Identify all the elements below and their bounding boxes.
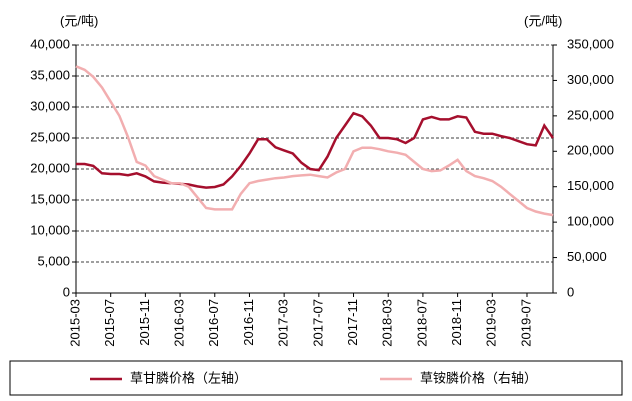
x-tick-label: 2016-03 [172,299,187,347]
x-tick-label: 2017-03 [276,299,291,347]
y2-tick-label: 300,000 [567,72,614,87]
series-line [76,111,555,189]
series-line [75,65,554,217]
legend-box [9,360,623,396]
y-tick-label: 0 [63,284,70,299]
x-tick-label: 2017-11 [345,299,360,346]
y2-tick-label: 50,000 [567,249,607,264]
y-tick-label: 40,000 [30,36,70,51]
x-tick-label: 2015-11 [137,299,152,346]
y2-tick-label: 350,000 [567,36,614,51]
y2-unit: (元/吨) [524,13,562,28]
y-tick-label: 35,000 [30,67,70,82]
x-tick-label: 2019-03 [484,299,499,347]
y-tick-label: 15,000 [30,191,70,206]
y2-tick-label: 100,000 [567,214,614,229]
y-tick-label: 5,000 [37,253,70,268]
x-tick-label: 2016-07 [206,299,221,347]
y2-tick-label: 200,000 [567,143,614,158]
x-tick-label: 2017-07 [310,299,325,347]
legend-label: 草铵膦价格（右轴） [420,370,537,385]
y-tick-label: 30,000 [30,98,70,113]
y-tick-label: 25,000 [30,129,70,144]
y-tick-label: 20,000 [30,160,70,175]
x-tick-label: 2016-11 [241,299,256,346]
y2-tick-label: 150,000 [567,178,614,193]
x-tick-label: 2019-07 [518,299,533,347]
x-tick-label: 2018-03 [380,299,395,347]
legend-label: 草甘膦价格（左轴） [130,370,247,385]
y2-tick-label: 0 [567,284,574,299]
x-tick-label: 2018-11 [449,299,464,346]
y-unit: (元/吨) [60,13,98,28]
y-tick-label: 10,000 [30,222,70,237]
y2-tick-label: 250,000 [567,107,614,122]
x-tick-label: 2015-07 [102,299,117,347]
x-tick-label: 2018-07 [414,299,429,347]
x-tick-label: 2015-03 [67,299,82,347]
